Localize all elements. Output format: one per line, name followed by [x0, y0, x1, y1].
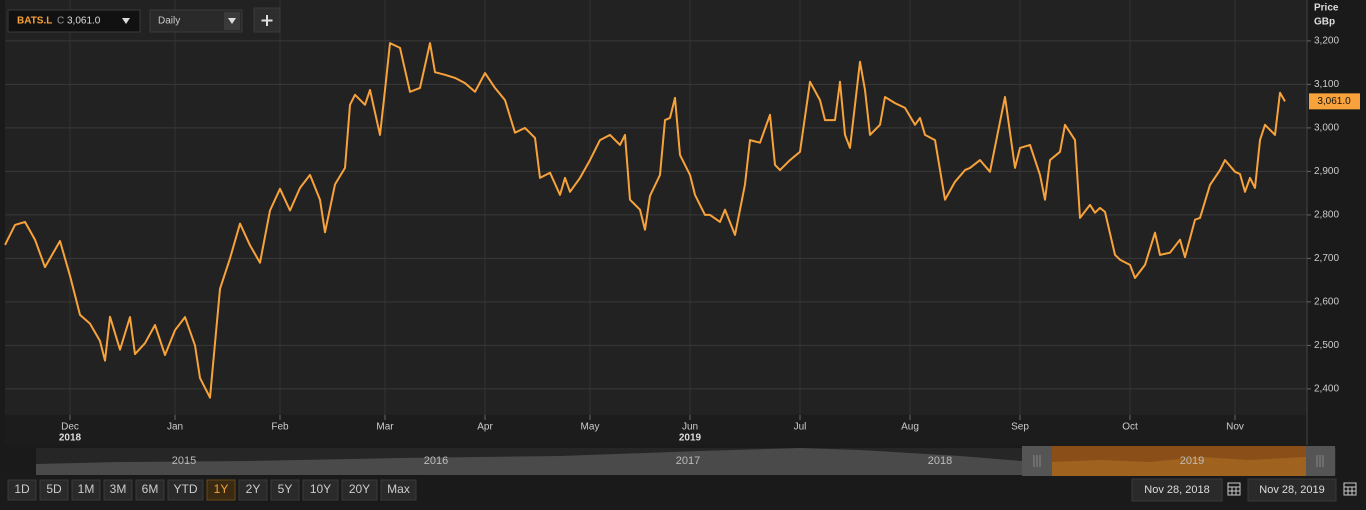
- interval-box[interactable]: [149, 9, 243, 33]
- x-tick-label: Oct: [1122, 422, 1138, 433]
- y-axis-unit: GBp: [1314, 17, 1335, 28]
- range-button[interactable]: [167, 479, 204, 501]
- dropdown-arrow[interactable]: [122, 18, 130, 24]
- range-button-label: 10Y: [310, 482, 331, 496]
- range-button[interactable]: [71, 479, 101, 501]
- range-button-label: 5Y: [278, 482, 293, 496]
- x-tick-label: Apr: [477, 422, 493, 433]
- range-button[interactable]: [7, 479, 37, 501]
- date-from-box[interactable]: [1131, 478, 1223, 502]
- add-icon: [261, 15, 273, 26]
- x-axis-band: [5, 415, 1307, 445]
- range-button[interactable]: [341, 479, 378, 501]
- range-button-label: 5D: [46, 482, 62, 496]
- range-button[interactable]: [380, 479, 417, 501]
- range-button[interactable]: [302, 479, 339, 501]
- dropdown-arrow: [228, 18, 236, 24]
- y-tick-label: 2,400: [1314, 384, 1339, 395]
- x-tick-label: Jun: [682, 422, 698, 433]
- y-tick-label: 2,900: [1314, 166, 1339, 177]
- range-button-label: 6M: [142, 482, 159, 496]
- y-tick-label: 3,200: [1314, 36, 1339, 47]
- x-tick-label: Jan: [167, 422, 183, 433]
- interval: Daily: [158, 16, 180, 27]
- series-layer: [4, 42, 1286, 399]
- x-year-label: 2019: [679, 433, 702, 444]
- y-tick-label: 3,100: [1314, 79, 1339, 90]
- last-value-box: [1309, 93, 1360, 110]
- date-to-box[interactable]: [1247, 478, 1337, 502]
- range-button-label: 3M: [110, 482, 127, 496]
- x-tick-label: Aug: [901, 422, 919, 433]
- navigator-year: 2016: [424, 455, 448, 467]
- range-button-label: YTD: [174, 482, 198, 496]
- range-button[interactable]: [39, 479, 69, 501]
- range-button-label: 1D: [14, 482, 30, 496]
- y-tick-label: 2,500: [1314, 340, 1339, 351]
- x-tick-label: Nov: [1226, 422, 1244, 433]
- calendar-icon[interactable]: [1343, 482, 1357, 496]
- calendar-icon[interactable]: [1227, 482, 1241, 496]
- y-tick-label: 3,000: [1314, 123, 1339, 134]
- range-button-label: Max: [387, 482, 410, 496]
- range-button[interactable]: [135, 479, 165, 501]
- x-tick-label: Feb: [271, 422, 289, 433]
- range-button[interactable]: [238, 479, 268, 501]
- handle-grip: [1033, 455, 1324, 467]
- close-value: 3,061.0: [67, 16, 101, 27]
- range-button-label: 1Y: [214, 482, 229, 496]
- range-button-label: 2Y: [246, 482, 261, 496]
- x-tick-label: Sep: [1011, 422, 1029, 433]
- x-year-label: 2018: [59, 433, 82, 444]
- date-from: Nov 28, 2018: [1144, 484, 1209, 496]
- date-to: Nov 28, 2019: [1259, 484, 1324, 496]
- range-button[interactable]: [103, 479, 133, 501]
- y-tick-label: 2,700: [1314, 253, 1339, 264]
- x-tick-label: Jul: [794, 422, 807, 433]
- x-tick-label: May: [581, 422, 600, 433]
- y-axis-title: Price: [1314, 3, 1339, 14]
- x-tick-label: Mar: [376, 422, 394, 433]
- last-value-label: 3,061.0: [1317, 96, 1351, 107]
- navigator-year: 2017: [676, 455, 700, 467]
- navigator-window-area: [1052, 457, 1306, 476]
- x-tick-label: Dec: [61, 422, 79, 433]
- plot-area: [5, 0, 1307, 415]
- navigator-labels: 2015 2016 2017 2018 2019: [172, 455, 1204, 467]
- range-button-label: 1M: [78, 482, 95, 496]
- navigator-year: 2018: [928, 455, 952, 467]
- navigator-year: 2015: [172, 455, 196, 467]
- range-button-label: 20Y: [349, 482, 370, 496]
- range-buttons: 1D 5D 1M 3M 6M YTD 1Y 2Y 5Y 10Y 20Y Max: [7, 479, 417, 501]
- symbol-box[interactable]: [7, 9, 141, 33]
- y-tick-label: 2,600: [1314, 297, 1339, 308]
- navigator-area: [36, 448, 1022, 475]
- range-button[interactable]: [206, 479, 236, 501]
- y-tick-label: 2,800: [1314, 210, 1339, 221]
- price-line: [4, 42, 1286, 399]
- range-button[interactable]: [270, 479, 300, 501]
- grid: [5, 0, 1307, 415]
- symbol: BATS.L: [17, 16, 52, 27]
- close-prefix: C: [57, 16, 64, 27]
- navigator-year: 2019: [1180, 455, 1204, 467]
